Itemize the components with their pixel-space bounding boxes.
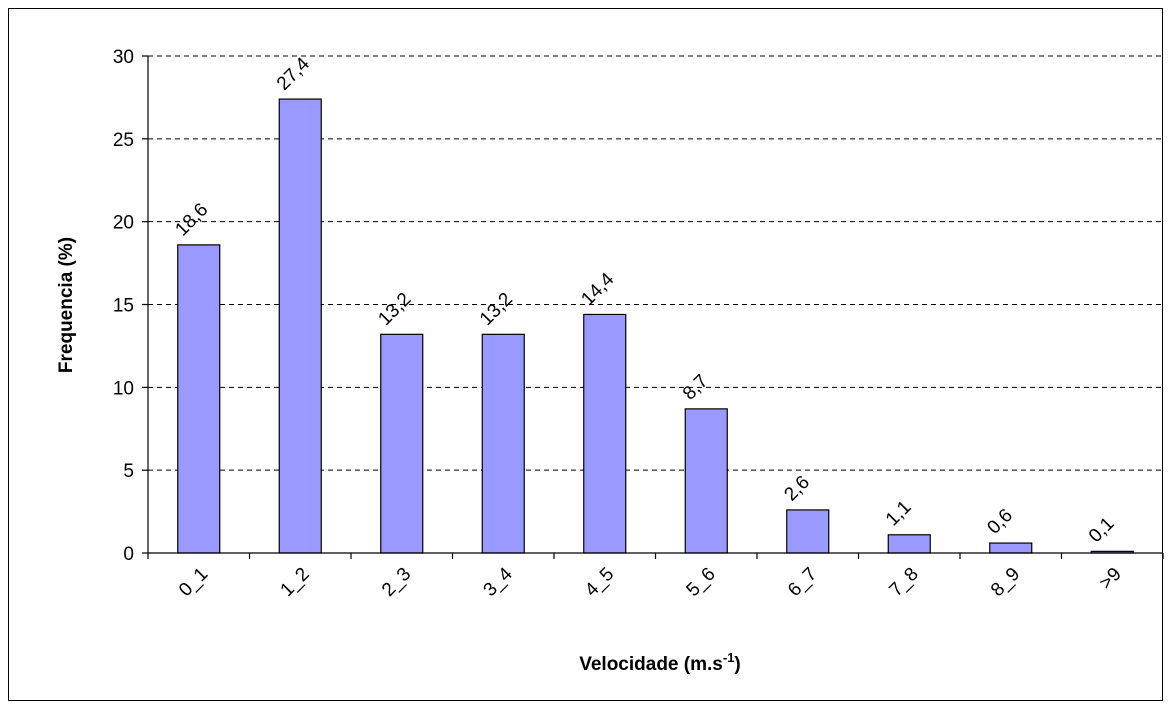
y-tick-label: 30 xyxy=(113,47,134,68)
bar xyxy=(177,244,221,554)
bar xyxy=(583,313,627,554)
y-tick-label: 0 xyxy=(123,544,134,565)
bar xyxy=(481,333,525,554)
y-tick-label: 10 xyxy=(113,378,134,399)
y-tick-label: 25 xyxy=(113,130,134,151)
bar xyxy=(278,98,322,554)
bar xyxy=(684,408,728,554)
y-tick-label: 5 xyxy=(123,461,134,482)
x-axis-label: Velocidade (m.s-1) xyxy=(579,650,741,675)
x-axis-label-superscript: -1 xyxy=(723,650,735,665)
bar xyxy=(786,509,830,554)
y-axis-label: Frequencia (%) xyxy=(56,237,77,373)
x-axis-label-text: Velocidade (m.s xyxy=(579,654,723,675)
y-tick-label: 20 xyxy=(113,213,134,234)
bar xyxy=(989,542,1033,554)
y-tick-label: 15 xyxy=(113,296,134,317)
bar xyxy=(380,333,424,554)
x-axis-label-suffix: ) xyxy=(734,654,740,675)
bar xyxy=(887,534,931,554)
